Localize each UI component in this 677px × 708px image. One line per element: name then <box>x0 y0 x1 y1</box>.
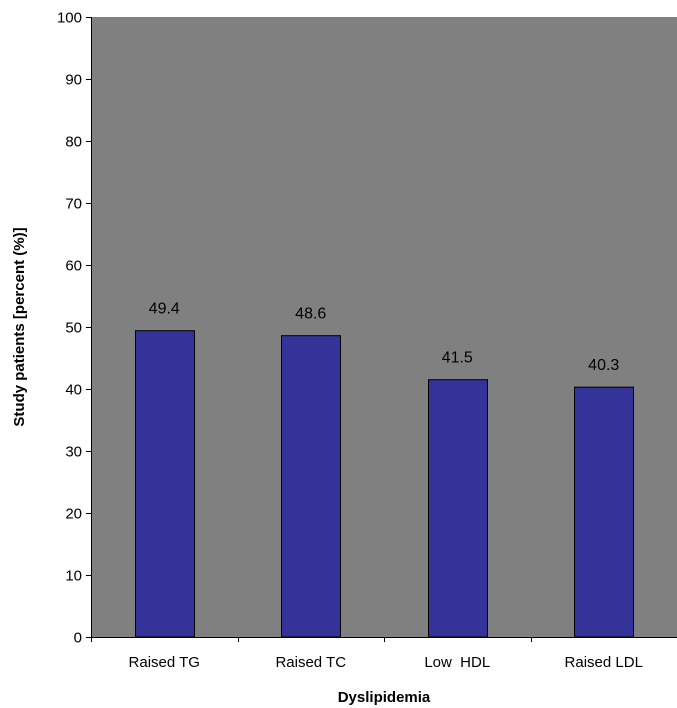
x-category-label: Low HDL <box>424 654 490 671</box>
bar <box>281 335 341 638</box>
y-tick-label: 90 <box>65 72 82 89</box>
x-category-label: Raised LDL <box>565 654 643 671</box>
bar-value-label: 49.4 <box>149 301 180 318</box>
bar <box>135 330 195 638</box>
y-tick-label: 50 <box>65 320 82 337</box>
x-category-label: Raised TC <box>275 654 346 671</box>
y-tick-label: 70 <box>65 196 82 213</box>
bar <box>428 379 488 638</box>
x-axis-title: Dyslipidemia <box>338 689 431 706</box>
y-axis-title: Study patients [percent (%)] <box>11 227 28 426</box>
x-axis-ticks: Raised TG Raised TC Low HDL Raised LDL <box>91 637 643 671</box>
y-tick-label: 10 <box>65 568 82 585</box>
bar-value-label: 41.5 <box>442 350 473 367</box>
y-tick-label: 0 <box>74 630 82 647</box>
y-tick-label: 30 <box>65 444 82 461</box>
y-tick-label: 80 <box>65 134 82 151</box>
bar-value-label: 48.6 <box>295 306 326 323</box>
bar-value-label: 40.3 <box>588 357 619 374</box>
y-tick-label: 100 <box>57 10 82 27</box>
y-tick-label: 60 <box>65 258 82 275</box>
bar <box>574 386 634 638</box>
bars: 49.4 48.6 41.5 40.3 <box>135 301 634 638</box>
y-tick-label: 40 <box>65 382 82 399</box>
x-category-label: Raised TG <box>129 654 200 671</box>
y-tick-label: 20 <box>65 506 82 523</box>
y-axis-ticks: 0 10 20 30 40 50 60 70 80 90 100 <box>57 10 91 647</box>
